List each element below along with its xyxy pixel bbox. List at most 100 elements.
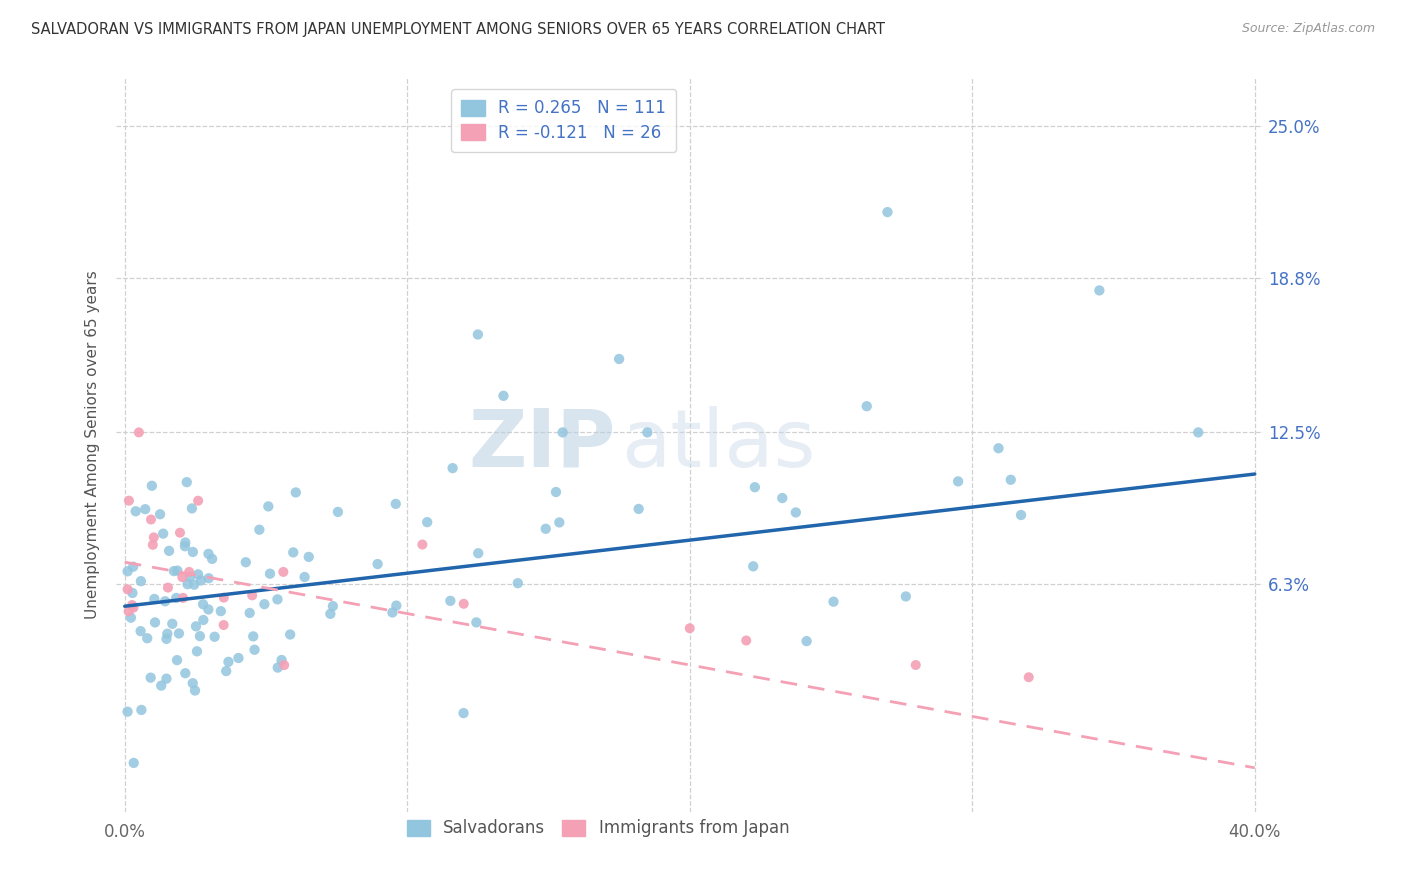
Point [122,600,145,615]
Text: atlas: atlas [621,406,815,483]
Point [129,624,152,639]
Point [439,594,461,608]
Point [215,664,238,678]
Point [209,604,232,618]
Point [266,592,288,607]
Point [165,591,187,605]
Point [121,598,143,612]
Point [212,591,235,605]
Point [273,565,295,579]
Point [367,557,389,571]
Point [551,425,574,440]
Point [181,676,204,690]
Text: ZIP: ZIP [468,406,616,483]
Point [212,618,235,632]
Point [174,535,197,549]
Point [187,567,209,582]
Point [197,547,219,561]
Point [385,599,408,613]
Point [174,666,197,681]
Point [125,504,148,518]
Point [239,606,262,620]
Point [465,615,488,630]
Point [155,632,177,646]
Point [181,545,204,559]
Point [228,651,250,665]
Point [184,683,207,698]
Point [273,658,295,673]
Y-axis label: Unemployment Among Seniors over 65 years: Unemployment Among Seniors over 65 years [86,270,100,619]
Point [796,634,818,648]
Point [142,538,165,552]
Point [117,564,139,578]
Point [139,512,162,526]
Point [326,505,349,519]
Point [441,461,464,475]
Point [823,595,845,609]
Point [188,629,211,643]
Point [155,672,177,686]
Point [128,425,150,440]
Point [240,588,263,602]
Point [1088,284,1111,298]
Point [176,475,198,490]
Point [141,479,163,493]
Point [157,544,180,558]
Point [467,546,489,560]
Point [243,642,266,657]
Point [167,626,190,640]
Point [197,602,219,616]
Point [149,508,172,522]
Legend: Salvadorans, Immigrants from Japan: Salvadorans, Immigrants from Japan [399,813,796,844]
Point [117,705,139,719]
Point [744,480,766,494]
Point [735,633,758,648]
Point [143,591,166,606]
Point [259,566,281,581]
Point [1000,473,1022,487]
Point [270,653,292,667]
Point [242,629,264,643]
Point [785,505,807,519]
Point [201,552,224,566]
Point [172,591,194,605]
Point [742,559,765,574]
Point [548,516,571,530]
Point [156,626,179,640]
Point [247,523,270,537]
Point [166,564,188,578]
Point [184,619,207,633]
Point [131,703,153,717]
Point [904,658,927,673]
Point [283,545,305,559]
Point [294,570,316,584]
Point [121,586,143,600]
Point [411,537,433,551]
Point [180,501,202,516]
Point [876,205,898,219]
Point [129,574,152,589]
Point [987,441,1010,455]
Point [627,502,650,516]
Point [163,564,186,578]
Point [492,389,515,403]
Point [143,615,166,630]
Point [894,590,917,604]
Point [174,539,197,553]
Point [636,425,658,440]
Point [187,493,209,508]
Point [139,671,162,685]
Point [120,610,142,624]
Point [679,621,702,635]
Point [136,632,159,646]
Point [467,327,489,342]
Point [134,502,156,516]
Point [544,485,567,500]
Point [153,594,176,608]
Point [193,613,215,627]
Point [855,399,877,413]
Point [122,559,145,574]
Point [770,491,793,505]
Point [416,515,439,529]
Point [204,630,226,644]
